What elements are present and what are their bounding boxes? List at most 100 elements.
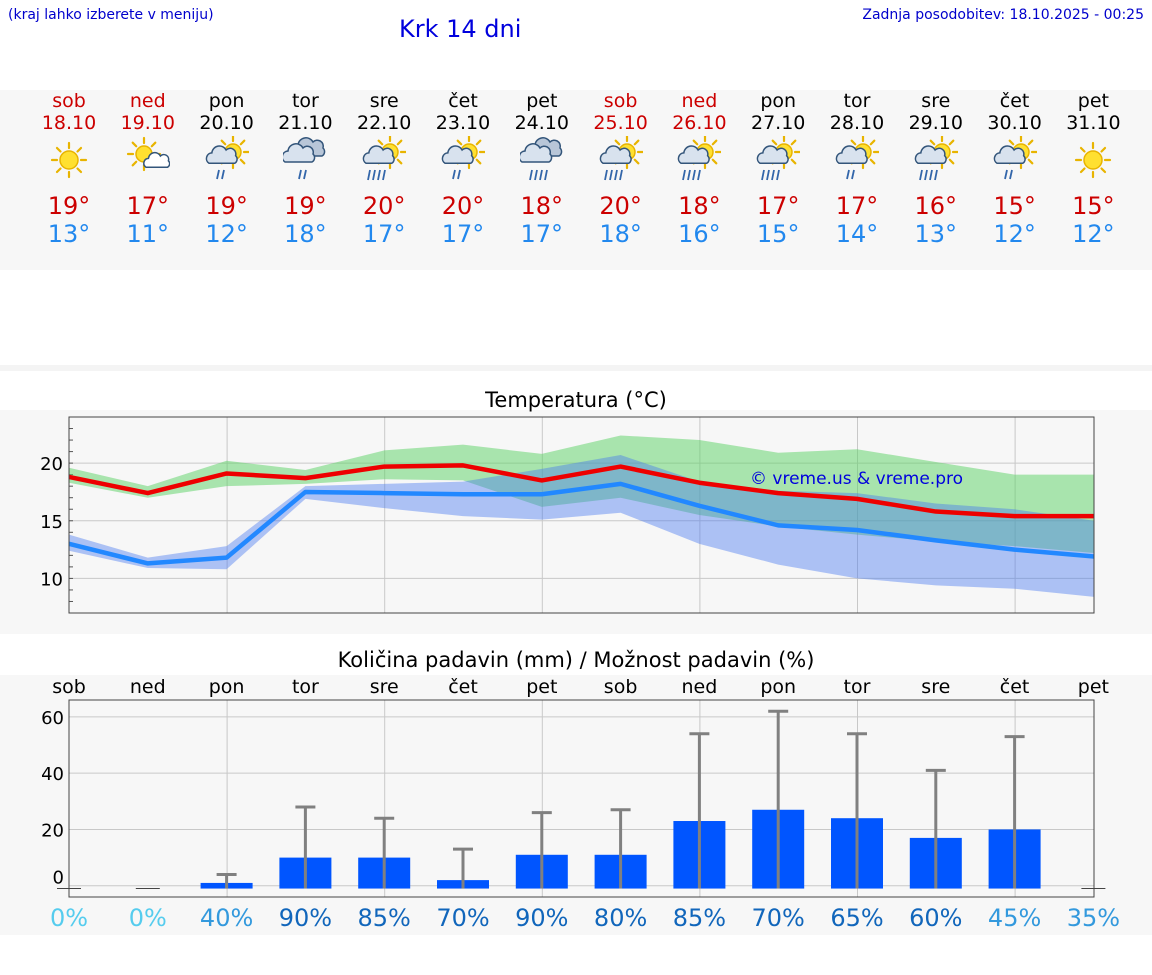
- day-name: pet: [1077, 90, 1109, 112]
- day-date: 30.10: [987, 112, 1042, 134]
- day-name: čet: [999, 90, 1030, 112]
- separator: [0, 365, 1152, 371]
- day-date: 31.10: [1066, 112, 1121, 134]
- min-temp: 13°: [47, 220, 91, 248]
- max-temp: 15°: [1072, 192, 1115, 220]
- max-temp: 15°: [993, 192, 1036, 220]
- precip-day-label: pon: [760, 676, 797, 698]
- max-temp: 19°: [47, 192, 91, 220]
- forecast-day: ned 19.10 17° 11°: [108, 90, 188, 248]
- forecast-day: sre 29.10 16° 13°: [896, 90, 976, 248]
- forecast-day: tor 21.10 19° 18°: [265, 90, 345, 248]
- cloud-rain-icon: [283, 137, 326, 180]
- sun-cloud-rain-icon: [835, 136, 879, 180]
- precip-probability: 70%: [751, 904, 805, 932]
- precip-day-label: pon: [208, 676, 245, 698]
- day-name: sre: [921, 90, 951, 112]
- day-date: 19.10: [120, 112, 175, 134]
- forecast-day: sob 18.10 19° 13°: [29, 90, 109, 248]
- temp-plot-frame: [68, 416, 1095, 614]
- min-temp: 17°: [362, 220, 406, 248]
- min-temp: 12°: [1072, 220, 1115, 248]
- forecast-day: pon 20.10 19° 12°: [187, 90, 267, 248]
- min-temp: 17°: [441, 220, 485, 248]
- day-date: 20.10: [199, 112, 254, 134]
- temp-y-tick: 15: [40, 512, 63, 533]
- day-name: ned: [129, 90, 166, 112]
- precip-plot-frame: [68, 699, 1095, 898]
- day-date: 22.10: [356, 112, 412, 134]
- sun-cloud-rain-icon: [441, 136, 485, 180]
- min-temp: 13°: [914, 220, 958, 248]
- temp-y-tick: 10: [40, 569, 63, 590]
- temperature-chart: 10 15 20 © vreme.us & vreme.pro: [40, 416, 1095, 614]
- day-date: 25.10: [593, 112, 648, 134]
- forecast-day: pon 27.10 17° 15°: [738, 90, 818, 248]
- precip-day-label: pet: [1077, 676, 1109, 698]
- max-temp: 20°: [362, 192, 406, 220]
- forecast-day: sob 25.10 20° 18°: [581, 90, 661, 248]
- max-temp: 18°: [678, 192, 721, 220]
- min-temp: 18°: [284, 220, 327, 248]
- precip-probability: 40%: [199, 904, 254, 932]
- temp-y-tick: 20: [40, 454, 63, 475]
- day-name: pon: [760, 90, 797, 112]
- watermark: © vreme.us & vreme.pro: [750, 469, 963, 489]
- sun-cloud-icon: [126, 136, 170, 172]
- day-date: 21.10: [278, 112, 333, 134]
- precip-day-label: tor: [291, 676, 319, 698]
- day-date: 27.10: [750, 112, 806, 134]
- precip-y-tick: 20: [41, 820, 64, 841]
- precip-probability: 0%: [128, 904, 167, 932]
- precip-probability: 90%: [278, 904, 333, 932]
- location-hint: (kraj lahko izberete v meniju): [8, 7, 214, 23]
- forecast-day: čet 23.10 20° 17°: [423, 90, 503, 248]
- max-temp: 17°: [126, 192, 170, 220]
- max-temp: 17°: [756, 192, 800, 220]
- precip-day-label: sob: [603, 676, 638, 698]
- precip-probability: 65%: [830, 904, 884, 932]
- day-name: pon: [208, 90, 245, 112]
- forecast-day: pet 24.10 18° 17°: [502, 90, 582, 248]
- precipitation-chart-title: Količina padavin (mm) / Možnost padavin …: [337, 648, 815, 672]
- max-temp: 20°: [599, 192, 642, 220]
- temperature-chart-title: Temperatura (°C): [485, 388, 667, 412]
- day-date: 23.10: [435, 112, 491, 134]
- min-temp-line: [68, 481, 1095, 566]
- day-name: čet: [448, 90, 478, 112]
- precip-probability: 45%: [987, 904, 1042, 932]
- day-date: 26.10: [672, 112, 727, 134]
- precip-probability: 80%: [593, 904, 648, 932]
- min-temp: 14°: [835, 220, 879, 248]
- precip-day-label: sre: [921, 676, 951, 698]
- sun-cloud-heavy-rain-icon: [678, 136, 722, 181]
- forecast-day: tor 28.10 17° 14°: [817, 90, 897, 248]
- max-temp: 20°: [441, 192, 485, 220]
- precip-day-label: čet: [999, 676, 1030, 698]
- sun-cloud-heavy-rain-icon: [914, 136, 958, 181]
- forecast-day: čet 30.10 15° 12°: [975, 90, 1055, 248]
- forecast-day: ned 26.10 18° 16°: [659, 90, 739, 248]
- max-temp-line: [68, 463, 1094, 519]
- day-name: sob: [52, 90, 86, 112]
- max-temp: 19°: [284, 192, 327, 220]
- day-date: 29.10: [908, 112, 963, 134]
- day-date: 24.10: [514, 112, 569, 134]
- max-temp: 16°: [914, 192, 958, 220]
- sun-icon: [1075, 141, 1112, 179]
- sun-icon: [50, 141, 88, 179]
- forecast-day: pet 31.10 15° 12°: [1053, 90, 1133, 248]
- min-temp: 18°: [599, 220, 642, 248]
- max-temp: 18°: [520, 192, 564, 220]
- min-temp: 16°: [678, 220, 721, 248]
- day-name: sob: [603, 90, 638, 112]
- precip-probability: 85%: [672, 904, 727, 932]
- precip-probability: 85%: [357, 904, 411, 932]
- page-title: Krk 14 dni: [399, 15, 522, 43]
- last-updated: Zadnja posodobitev: 18.10.2025 - 00:25: [862, 7, 1144, 23]
- day-name: sre: [369, 90, 399, 112]
- sun-cloud-rain-icon: [993, 136, 1037, 180]
- precip-y-tick: 60: [41, 708, 64, 729]
- precip-day-label: tor: [843, 676, 871, 698]
- min-temp: 17°: [520, 220, 564, 248]
